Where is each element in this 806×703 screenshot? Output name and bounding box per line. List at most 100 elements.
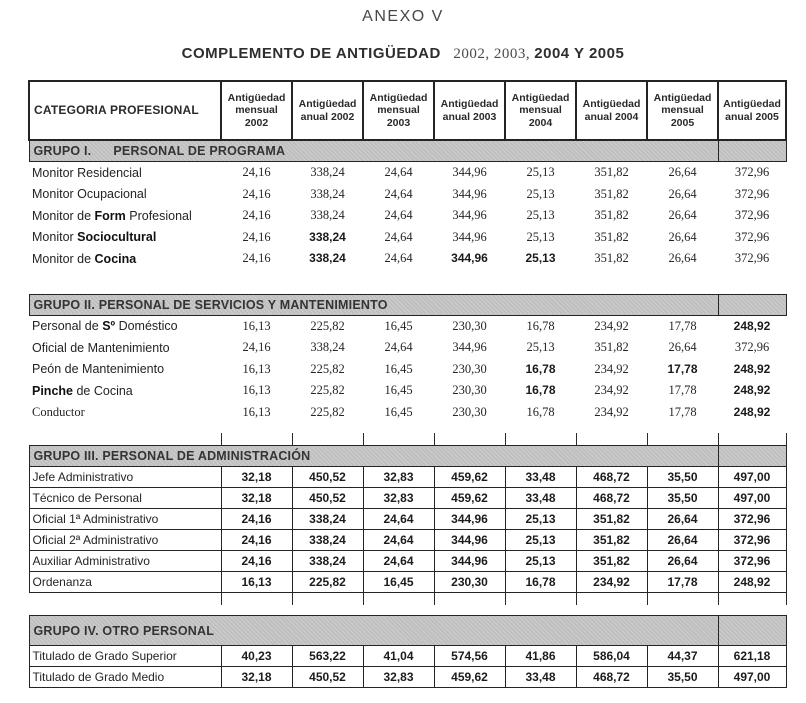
value-cell: 586,04	[575, 645, 648, 667]
value-cell: 344,96	[433, 550, 506, 572]
value-cell: 372,96	[734, 229, 770, 244]
value-cell: 26,64	[668, 165, 697, 180]
value-cell: 32,83	[362, 487, 435, 509]
value-cell: 338,24	[309, 251, 346, 266]
value-cell: 40,23	[220, 645, 293, 667]
value-cell: 16,13	[242, 404, 271, 419]
border-stub-cell	[646, 433, 718, 446]
value-cell: 234,92	[594, 404, 629, 419]
value-cell: 24,16	[242, 165, 271, 180]
value-cell: 344,96	[452, 340, 487, 355]
value-cell: 32,83	[362, 666, 435, 688]
value-cell: 25,13	[526, 186, 555, 201]
column-header: CATEGORIA PROFESIONAL	[28, 80, 222, 141]
border-stub-cell	[717, 592, 787, 605]
value-cell: 25,13	[525, 251, 556, 266]
table-row: Pinche de Cocina 16,13 225,82 16,45 230,30 16…	[29, 380, 786, 402]
row-label: Auxiliar Administrativo	[28, 550, 222, 572]
border-stub-cell	[220, 433, 292, 446]
value-cell: 26,64	[646, 550, 719, 572]
table-row: Oficial de Mantenimiento 24,16 338,24 24,64…	[29, 337, 786, 359]
value-cell: 32,18	[220, 666, 293, 688]
value-cell: 468,72	[575, 466, 648, 488]
value-cell: 234,92	[594, 361, 629, 376]
row-label: Técnico de Personal	[28, 487, 222, 509]
border-stub-cell	[646, 592, 718, 605]
row-label: Monitor Ocupacional	[32, 187, 147, 202]
column-header: Antigüedad mensual 2005	[646, 80, 719, 141]
table-row: Técnico de Personal 32,18 450,52 32,83 459,6…	[28, 487, 787, 509]
value-cell: 35,50	[646, 487, 719, 509]
row-label: Oficial de Mantenimiento	[32, 340, 170, 355]
table-header: CATEGORIA PROFESIONAL Antigüedad mensual …	[28, 80, 787, 141]
value-cell: 351,82	[594, 340, 629, 355]
value-cell: 497,00	[717, 487, 787, 509]
value-cell: 24,16	[220, 529, 293, 551]
value-cell: 351,82	[594, 186, 629, 201]
value-cell: 16,13	[242, 318, 271, 333]
value-cell: 338,24	[291, 550, 364, 572]
border-stub-cell	[291, 433, 363, 446]
value-cell: 26,64	[668, 340, 697, 355]
table-row: Conductor 16,13 225,82 16,45 230,30 16,78 234,…	[29, 402, 786, 424]
value-cell: 351,82	[575, 550, 648, 572]
value-cell: 230,30	[452, 383, 487, 398]
value-cell: 351,82	[594, 208, 629, 223]
value-cell: 459,62	[433, 487, 506, 509]
row-label: Personal de Sº Doméstico	[32, 319, 178, 334]
value-cell: 24,64	[384, 229, 413, 244]
value-cell: 497,00	[717, 466, 787, 488]
value-cell: 372,96	[734, 340, 770, 355]
value-cell: 450,52	[291, 666, 364, 688]
value-cell: 24,16	[220, 550, 293, 572]
border-stub-cell	[29, 592, 221, 605]
subtitle-years-bold: 2004 Y 2005	[534, 45, 625, 62]
row-label: Monitor Sociocultural	[32, 230, 157, 245]
value-cell: 338,24	[291, 529, 364, 551]
value-cell: 372,96	[734, 208, 770, 223]
border-stub-row	[29, 433, 787, 446]
value-cell: 32,18	[220, 487, 293, 509]
value-cell: 344,96	[452, 165, 487, 180]
value-cell: 25,13	[526, 165, 555, 180]
column-header: Antigüedad mensual 2004	[504, 80, 577, 141]
value-cell: 450,52	[291, 466, 364, 488]
page-title: ANEXO V	[362, 8, 444, 25]
group-band: GRUPO IV. OTRO PERSONAL	[28, 615, 787, 646]
column-header: Antigüedad anual 2003	[433, 80, 506, 141]
value-cell: 33,48	[504, 487, 577, 509]
table-row: Titulado de Grado Medio 32,18 450,52 32,83 4…	[28, 666, 787, 688]
value-cell: 25,13	[526, 229, 555, 244]
value-cell: 25,13	[504, 529, 577, 551]
group-band-end-cell	[717, 615, 787, 646]
group-band-end-cell	[717, 293, 787, 316]
value-cell: 25,13	[504, 508, 577, 530]
value-cell: 41,86	[504, 645, 577, 667]
group-band-title: GRUPO II. PERSONAL DE SERVICIOS Y MANTEN…	[28, 293, 719, 316]
subtitle-spacer	[441, 45, 454, 62]
value-cell: 338,24	[309, 229, 346, 244]
value-cell: 248,92	[733, 383, 771, 398]
value-cell: 26,64	[668, 251, 697, 266]
border-stub-cell	[29, 433, 221, 446]
row-label: Peón de Mantenimiento	[32, 362, 165, 377]
value-cell: 248,92	[733, 361, 771, 376]
section-spacer	[29, 605, 786, 616]
value-cell: 26,64	[668, 186, 697, 201]
value-cell: 338,24	[310, 340, 345, 355]
value-cell: 563,22	[291, 645, 364, 667]
group-band-title: GRUPO I. PERSONAL DE PROGRAMA	[28, 139, 719, 162]
value-cell: 35,50	[646, 466, 719, 488]
value-cell: 344,96	[451, 251, 488, 266]
value-cell: 16,45	[384, 361, 413, 376]
value-cell: 16,78	[525, 383, 556, 398]
value-cell: 372,96	[734, 251, 770, 266]
value-cell: 16,45	[384, 404, 413, 419]
value-cell: 234,92	[594, 318, 629, 333]
value-cell: 32,83	[362, 466, 435, 488]
spacer-cell	[29, 423, 786, 433]
value-cell: 35,50	[646, 666, 719, 688]
value-cell: 225,82	[310, 404, 345, 419]
group-band-end-cell	[717, 139, 787, 162]
